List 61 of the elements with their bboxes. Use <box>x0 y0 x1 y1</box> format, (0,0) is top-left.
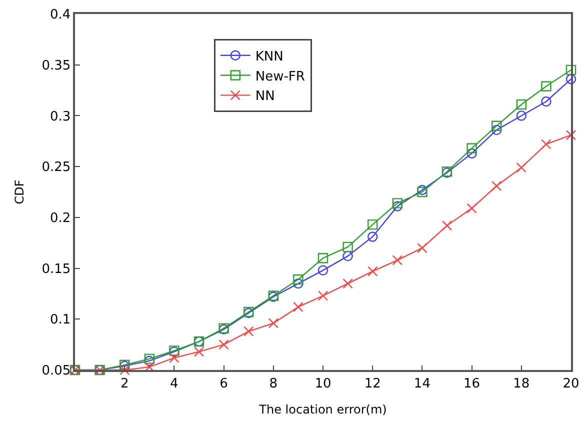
point <box>293 274 304 285</box>
point <box>244 326 254 336</box>
point <box>417 242 428 254</box>
point <box>566 74 576 84</box>
point <box>466 148 477 158</box>
x-tick-label: 2 <box>120 376 129 392</box>
point <box>566 130 576 140</box>
point <box>516 99 526 110</box>
point <box>218 339 229 350</box>
point <box>368 232 378 242</box>
point <box>541 81 552 92</box>
y-tick-label: 0.35 <box>42 58 71 74</box>
point <box>466 143 477 154</box>
y-tick-label: 0.4 <box>50 8 71 23</box>
x-tick-label: 10 <box>314 376 332 392</box>
point <box>318 265 328 276</box>
x-tick-label: 12 <box>364 376 381 392</box>
point <box>566 64 576 76</box>
point <box>342 278 353 289</box>
point <box>120 364 130 376</box>
point <box>194 346 204 357</box>
x-axis-title: The location error(m) <box>258 402 387 417</box>
point <box>169 352 180 363</box>
y-tick-label: 0.15 <box>42 262 71 277</box>
point <box>342 250 353 262</box>
point <box>342 242 353 252</box>
y-tick-label: 0.3 <box>50 109 71 124</box>
point <box>442 220 452 231</box>
y-tick-label: 0.05 <box>42 364 71 379</box>
y-tick-label: 0.25 <box>42 160 71 176</box>
legend-label: KNN <box>255 49 284 64</box>
x-tick-label: 16 <box>464 376 480 392</box>
point <box>541 139 552 150</box>
x-tick-label: 20 <box>562 376 580 392</box>
point <box>368 219 378 230</box>
point <box>392 255 402 266</box>
x-tick-label: 8 <box>269 376 278 392</box>
x-tick-label: 18 <box>513 376 530 392</box>
point <box>492 120 502 131</box>
point <box>318 290 328 301</box>
legend-label: New-FR <box>255 69 305 84</box>
point <box>492 124 502 136</box>
point <box>392 198 402 208</box>
x-tick-label: 4 <box>170 376 178 392</box>
point <box>318 253 328 264</box>
point <box>293 302 304 312</box>
point <box>268 318 278 328</box>
legend-label: NN <box>255 89 275 104</box>
y-tick-label: 0.2 <box>50 210 71 226</box>
point <box>516 110 526 121</box>
point <box>368 266 378 276</box>
point <box>466 203 477 214</box>
point <box>293 278 304 289</box>
x-tick-label: 14 <box>414 376 430 392</box>
x-tick-label: 6 <box>220 376 228 392</box>
point <box>541 96 552 107</box>
point <box>392 201 402 212</box>
y-tick-label: 0.1 <box>50 312 71 328</box>
point <box>492 180 502 191</box>
y-axis-title: CDF <box>12 180 26 204</box>
point <box>516 162 526 173</box>
